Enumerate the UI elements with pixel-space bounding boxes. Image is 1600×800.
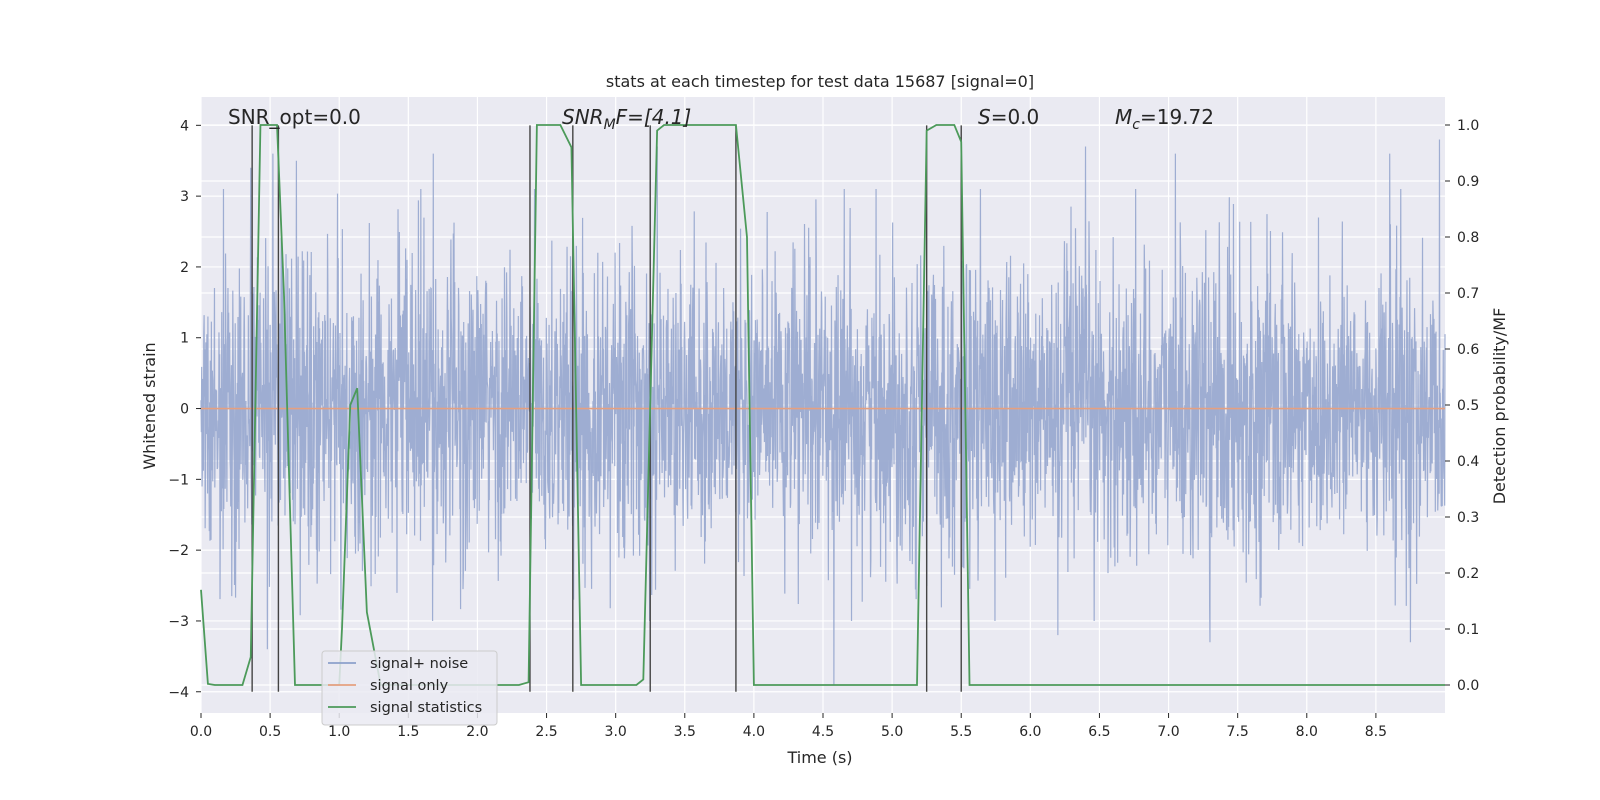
y-left-tick-label: 1 <box>180 331 189 347</box>
y-axis-label-left: Whitened strain <box>140 342 159 469</box>
annotation-snr-opt: SNR_opt=0.0 <box>228 105 361 129</box>
axes: 0.0 0.5 1.0 1.5 2.0 2.5 3.0 3.5 4.0 4.5 5.0 5.5 6.0 6… <box>168 118 1479 740</box>
y-left-tick-label: 3 <box>180 189 189 205</box>
y-left-tick-label: 2 <box>180 260 189 276</box>
series-signal-noise <box>200 139 1446 685</box>
y-right-tick-label: 0.5 <box>1457 398 1479 414</box>
y-right-tick-label: 0.1 <box>1457 622 1479 638</box>
y-right-tick-label: 0.0 <box>1457 678 1479 694</box>
y-right-tick-label: 0.2 <box>1457 566 1479 582</box>
y-left-tick-label: −3 <box>168 614 189 630</box>
annotation-mc: Mc=19.72 <box>1115 105 1214 133</box>
annotation-s-rest: =0.0 <box>991 105 1040 129</box>
x-axis-label: Time (s) <box>786 748 852 767</box>
series-signal-statistics <box>200 124 1445 686</box>
x-tick-label: 2.5 <box>535 724 557 740</box>
annotation-snr-mf: SNRMF=[4.1] <box>562 105 691 133</box>
x-tick-label: 5.5 <box>950 724 972 740</box>
annotation-mc-main: M <box>1115 105 1132 129</box>
y-left-tick-label: 4 <box>180 118 189 134</box>
y-right-tick-label: 0.4 <box>1457 454 1479 470</box>
y-right-tick-label: 0.8 <box>1457 230 1479 246</box>
x-tick-label: 8.0 <box>1296 724 1318 740</box>
x-tick-label: 7.0 <box>1157 724 1179 740</box>
y-axis-label-right: Detection probability/MF <box>1490 308 1509 505</box>
annotation-snr-mf-sub: M <box>604 117 616 133</box>
x-tick-label: 7.5 <box>1227 724 1249 740</box>
x-tick-label: 1.5 <box>397 724 419 740</box>
x-tick-label: 0.5 <box>259 724 281 740</box>
noise-trace <box>200 139 1446 685</box>
annotation-snr-mf-main: SNR <box>562 105 604 129</box>
annotation-snr-mf-rest-text: F=[4.1] <box>616 105 692 129</box>
y-right-tick-label: 1.0 <box>1457 118 1479 134</box>
x-tick-label: 1.0 <box>328 724 350 740</box>
x-tick-label: 6.5 <box>1088 724 1110 740</box>
x-tick-label: 4.0 <box>743 724 765 740</box>
y-right-tick-label: 0.9 <box>1457 174 1479 190</box>
y-left-tick-label: 0 <box>180 402 189 418</box>
y-left-tick-label: −2 <box>168 543 189 559</box>
y-left-tick-label: −1 <box>168 472 189 488</box>
annotation-snr-mf-rest: F=[4.1] <box>616 105 692 129</box>
chart-title: stats at each timestep for test data 156… <box>606 72 1034 91</box>
x-tick-label: 0.0 <box>190 724 212 740</box>
y-right-tick-label: 0.7 <box>1457 286 1479 302</box>
y-right-tick-label: 0.6 <box>1457 342 1479 358</box>
x-tick-label: 4.5 <box>812 724 834 740</box>
legend: signal+ noise signal only signal statist… <box>321 650 498 726</box>
x-tick-label: 5.0 <box>881 724 903 740</box>
x-tick-label: 6.0 <box>1019 724 1041 740</box>
annotation-mc-sub: c <box>1132 117 1140 133</box>
legend-box <box>321 650 498 726</box>
legend-label-signal-only: signal only <box>370 678 449 694</box>
signal-statistics-line <box>200 124 1445 686</box>
y-left-tick-label: −4 <box>168 685 189 701</box>
x-tick-label: 2.0 <box>466 724 488 740</box>
y-right-tick-label: 0.3 <box>1457 510 1479 526</box>
legend-label-signal-noise: signal+ noise <box>370 656 468 672</box>
x-tick-label: 3.0 <box>605 724 627 740</box>
x-tick-label: 8.5 <box>1365 724 1387 740</box>
annotation-s: S=0.0 <box>978 105 1039 129</box>
legend-label-signal-statistics: signal statistics <box>370 700 482 716</box>
annotation-s-main: S <box>978 105 991 129</box>
x-tick-label: 3.5 <box>674 724 696 740</box>
annotation-mc-rest: =19.72 <box>1140 105 1214 129</box>
